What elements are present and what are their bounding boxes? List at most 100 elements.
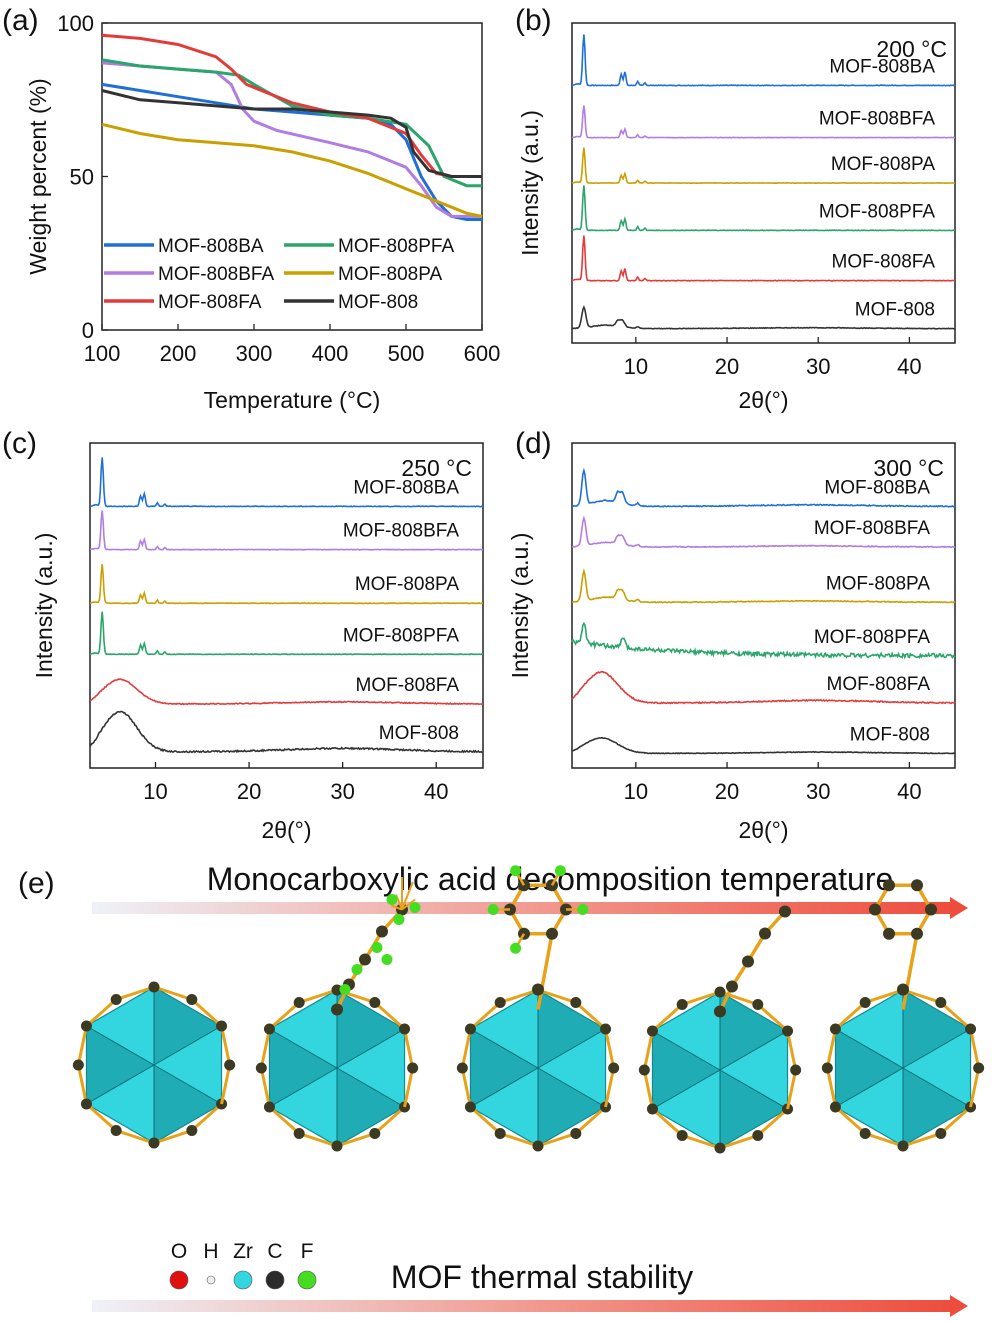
- atom-legend-label: O: [171, 1240, 187, 1263]
- zr-edge: [537, 1067, 606, 1108]
- bottom-arrow-label: MOF thermal stability: [391, 1259, 693, 1295]
- panel-label: (e): [18, 867, 55, 900]
- top-arrow-label: Monocarboxylic acid decomposition temper…: [207, 861, 894, 897]
- legend-label: MOF-808BFA: [158, 264, 274, 285]
- x-tick-label: 20: [237, 779, 261, 804]
- carbon-atom: [331, 1003, 343, 1016]
- carbon-atom: [494, 996, 506, 1008]
- legend-label: MOF-808: [338, 292, 418, 313]
- fluorine-atom: [577, 904, 589, 915]
- xrd-pattern: [571, 515, 956, 549]
- panel-label: (a): [2, 4, 39, 37]
- zr-facet: [538, 1068, 606, 1146]
- atom-legend-label: C: [267, 1240, 282, 1263]
- atom-legend-label: Zr: [233, 1240, 253, 1263]
- x-axis-label: 2θ(°): [738, 387, 788, 413]
- series-label: MOF-808BFA: [814, 518, 930, 539]
- series-label: MOF-808PA: [826, 573, 931, 594]
- x-axis-label: Temperature (°C): [204, 387, 381, 413]
- zr-edge: [153, 1064, 222, 1105]
- carbon-atom: [646, 1103, 658, 1115]
- ligand-bond: [401, 881, 414, 910]
- series-label: MOF-808PA: [355, 574, 460, 595]
- series-label: MOF-808BA: [829, 56, 935, 77]
- carbon-atom: [80, 1020, 92, 1032]
- x-axis-label: 2θ(°): [738, 817, 788, 843]
- panel-label: (c): [2, 427, 37, 460]
- carbon-atom: [638, 1064, 650, 1076]
- top-arrow: [92, 897, 968, 919]
- temperature-annotation: 300 °C: [873, 455, 944, 481]
- ligand-bond: [536, 933, 554, 1010]
- ligand-bond: [390, 904, 403, 911]
- carbon-atom: [263, 1023, 275, 1035]
- xrd-pattern: [571, 105, 955, 139]
- carbon-atom: [72, 1059, 84, 1071]
- carbon-atom: [464, 1023, 476, 1035]
- atom-legend-dot: [206, 1275, 216, 1285]
- xrd-pattern: [571, 34, 956, 87]
- series-label: MOF-808: [379, 723, 459, 744]
- xrd-pattern: [571, 467, 956, 508]
- y-axis-label: Weight percent (%): [25, 78, 51, 274]
- carbon-atom: [186, 1125, 198, 1137]
- xrd-pattern: [89, 710, 484, 754]
- panel-label: (d): [515, 427, 552, 460]
- xrd-pattern: [89, 678, 484, 706]
- carbon-atom: [973, 1062, 985, 1074]
- carbon-atom: [293, 1128, 305, 1140]
- y-tick-label: 0: [82, 318, 94, 343]
- x-tick-label: 400: [312, 341, 349, 366]
- series-label: MOF-808FA: [827, 674, 931, 695]
- series-label: MOF-808BFA: [819, 109, 935, 130]
- carbon-atom: [570, 1128, 582, 1140]
- carbon-atom: [869, 903, 881, 916]
- x-tick-label: 30: [330, 779, 354, 804]
- zr-edge: [719, 1030, 788, 1071]
- zr-edge: [86, 1064, 155, 1105]
- series-label: MOF-808BFA: [343, 521, 459, 542]
- carbon-atom: [546, 927, 558, 940]
- y-tick-label: 50: [70, 165, 94, 190]
- carbon-atom: [782, 1025, 794, 1037]
- y-tick-label: 100: [57, 11, 94, 36]
- series-label: MOF-808: [850, 724, 930, 745]
- series-line: [101, 122, 483, 218]
- zr-edge: [269, 1028, 338, 1069]
- carbon-atom: [399, 1023, 411, 1035]
- zr-edge: [153, 1025, 222, 1066]
- carbon-atom: [779, 905, 791, 918]
- xrd-pattern: [571, 305, 956, 330]
- carbon-atom: [224, 1059, 236, 1071]
- zr-facet: [154, 987, 222, 1065]
- carbon-atom: [110, 1125, 122, 1137]
- carbon-atom: [935, 996, 947, 1008]
- series-line: [101, 89, 482, 178]
- carbon-atom: [742, 955, 754, 968]
- zr-edge: [470, 1028, 539, 1069]
- x-tick-label: 20: [715, 779, 739, 804]
- zr-facet: [903, 990, 971, 1068]
- carbon-atom: [726, 980, 738, 993]
- carbon-atom: [331, 1140, 343, 1152]
- carbon-atom: [790, 1064, 802, 1076]
- carbon-atom: [293, 996, 305, 1008]
- panel-label: (b): [515, 4, 552, 37]
- carbon-atom: [821, 1062, 833, 1074]
- carbon-atom: [376, 925, 388, 938]
- carbon-atom: [897, 983, 909, 996]
- atom-legend-dot: [169, 1270, 189, 1290]
- carbon-atom: [186, 993, 198, 1005]
- carbon-atom: [570, 996, 582, 1008]
- x-tick-label: 40: [897, 779, 921, 804]
- fluorine-atom: [339, 984, 351, 995]
- zr-edge: [835, 1028, 904, 1069]
- x-tick-label: 10: [624, 354, 648, 379]
- carbon-atom: [80, 1098, 92, 1110]
- plot-frame: [89, 442, 484, 769]
- series-label: MOF-808: [855, 300, 935, 321]
- x-tick-label: 300: [236, 341, 273, 366]
- xrd-pattern: [89, 611, 483, 656]
- x-tick-label: 40: [897, 354, 921, 379]
